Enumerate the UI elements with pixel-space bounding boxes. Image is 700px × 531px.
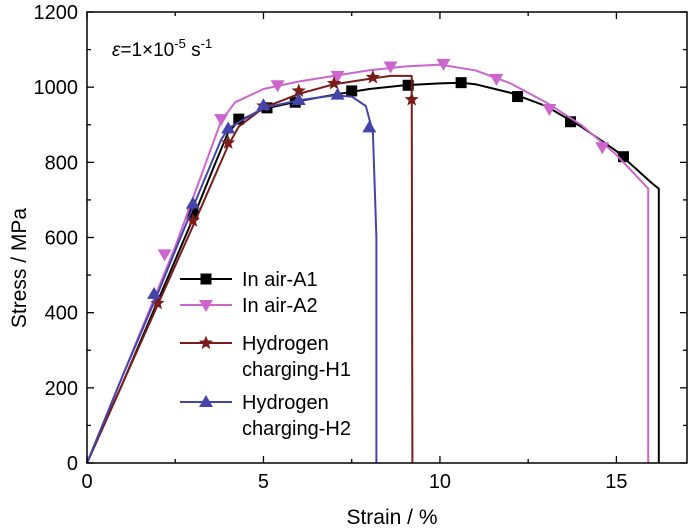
data-point: [214, 114, 229, 127]
legend-item: In air-A1: [180, 269, 318, 291]
y-tick-label: 200: [45, 378, 78, 400]
y-tick-label: 600: [45, 228, 78, 250]
legend-label: In air-A1: [242, 269, 318, 291]
axis-ticks: [86, 11, 687, 464]
legend-label: In air-A2: [242, 295, 318, 317]
y-tick-label: 1200: [34, 2, 79, 24]
data-point: [221, 121, 236, 134]
data-point: [185, 196, 200, 209]
legend-item: In air-A2: [180, 295, 318, 317]
strain-rate-annotation: ε=1×10-5 s-1: [112, 36, 212, 61]
data-point: [330, 87, 345, 100]
data-point: [233, 113, 245, 125]
data-point: [150, 295, 165, 310]
y-tick-label: 400: [45, 303, 78, 325]
data-point: [455, 77, 467, 89]
data-point: [489, 73, 504, 86]
data-point: [291, 83, 306, 97]
data-point: [185, 213, 200, 227]
data-point: [383, 61, 398, 74]
legend-item: Hydrogen charging-H2: [180, 392, 351, 440]
legend-marker: [198, 335, 214, 350]
x-tick-label: 10: [429, 471, 451, 493]
tick-labels: 0 5 10 15 0 200 400 600 800 1000 1200: [34, 2, 628, 493]
rate-mantissa: =1×10: [120, 40, 174, 61]
rate-unit-exponent: -1: [201, 36, 213, 51]
data-point: [157, 249, 172, 262]
data-point: [595, 142, 610, 155]
series-4: [86, 87, 378, 464]
data-point: [436, 58, 451, 71]
legend-marker: [199, 300, 213, 312]
data-point: [362, 120, 377, 133]
data-point: [365, 69, 380, 84]
data-point: [617, 151, 629, 163]
x-tick-label: 5: [258, 471, 269, 493]
x-tick-label: 15: [605, 471, 627, 493]
data-point: [291, 92, 306, 105]
data-point: [256, 98, 271, 111]
legend-label-line2: charging-H1: [242, 359, 351, 381]
data-point: [221, 135, 236, 149]
legend-marker: [200, 273, 212, 285]
series-2: [86, 58, 650, 464]
legend-label: Hydrogen: [242, 392, 329, 414]
x-tick-label: 0: [81, 471, 92, 493]
data-point: [147, 286, 162, 299]
y-axis-title: Stress / MPa: [8, 208, 31, 329]
data-point: [512, 91, 524, 103]
rate-unit: s: [186, 40, 201, 61]
data-point: [270, 80, 285, 93]
legend-item: Hydrogen charging-H1: [180, 333, 351, 381]
y-tick-label: 0: [67, 453, 78, 475]
data-point: [187, 207, 199, 219]
data-point: [330, 70, 345, 83]
legend-label: Hydrogen: [242, 333, 329, 355]
plot-frame: [86, 11, 688, 464]
legend-marker: [199, 395, 213, 407]
plot-border: [86, 11, 688, 464]
data-point: [565, 116, 577, 128]
data-point: [326, 75, 342, 90]
series-layer: [86, 58, 660, 464]
legend-label-line2: charging-H2: [242, 418, 351, 440]
data-point: [404, 92, 419, 106]
rate-exponent: -5: [174, 36, 186, 51]
y-tick-label: 1000: [34, 77, 79, 99]
series-line: [86, 63, 650, 464]
data-point: [402, 79, 414, 91]
data-point: [542, 103, 557, 116]
data-point: [346, 85, 358, 97]
y-tick-label: 800: [45, 152, 78, 174]
epsilon-symbol: ε: [112, 40, 121, 61]
x-axis-title: Strain / %: [346, 506, 437, 529]
